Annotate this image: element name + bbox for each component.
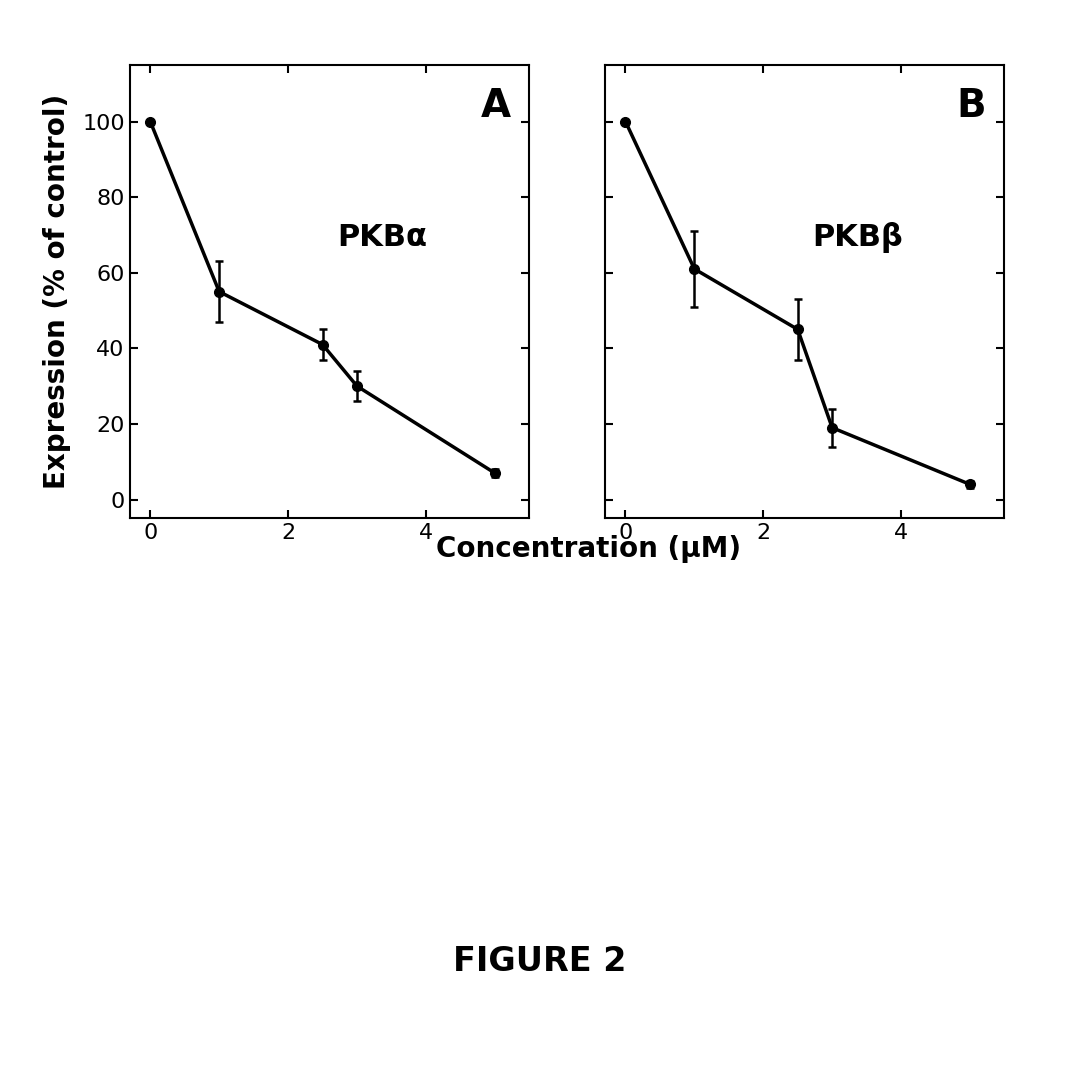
Text: A: A [482, 87, 511, 125]
Y-axis label: Expression (% of control): Expression (% of control) [43, 94, 71, 489]
Text: B: B [957, 87, 986, 125]
Text: Concentration (μM): Concentration (μM) [436, 535, 741, 563]
Text: PKBβ: PKBβ [812, 221, 903, 253]
Text: FIGURE 2: FIGURE 2 [454, 945, 626, 977]
Text: PKBα: PKBα [337, 222, 428, 252]
